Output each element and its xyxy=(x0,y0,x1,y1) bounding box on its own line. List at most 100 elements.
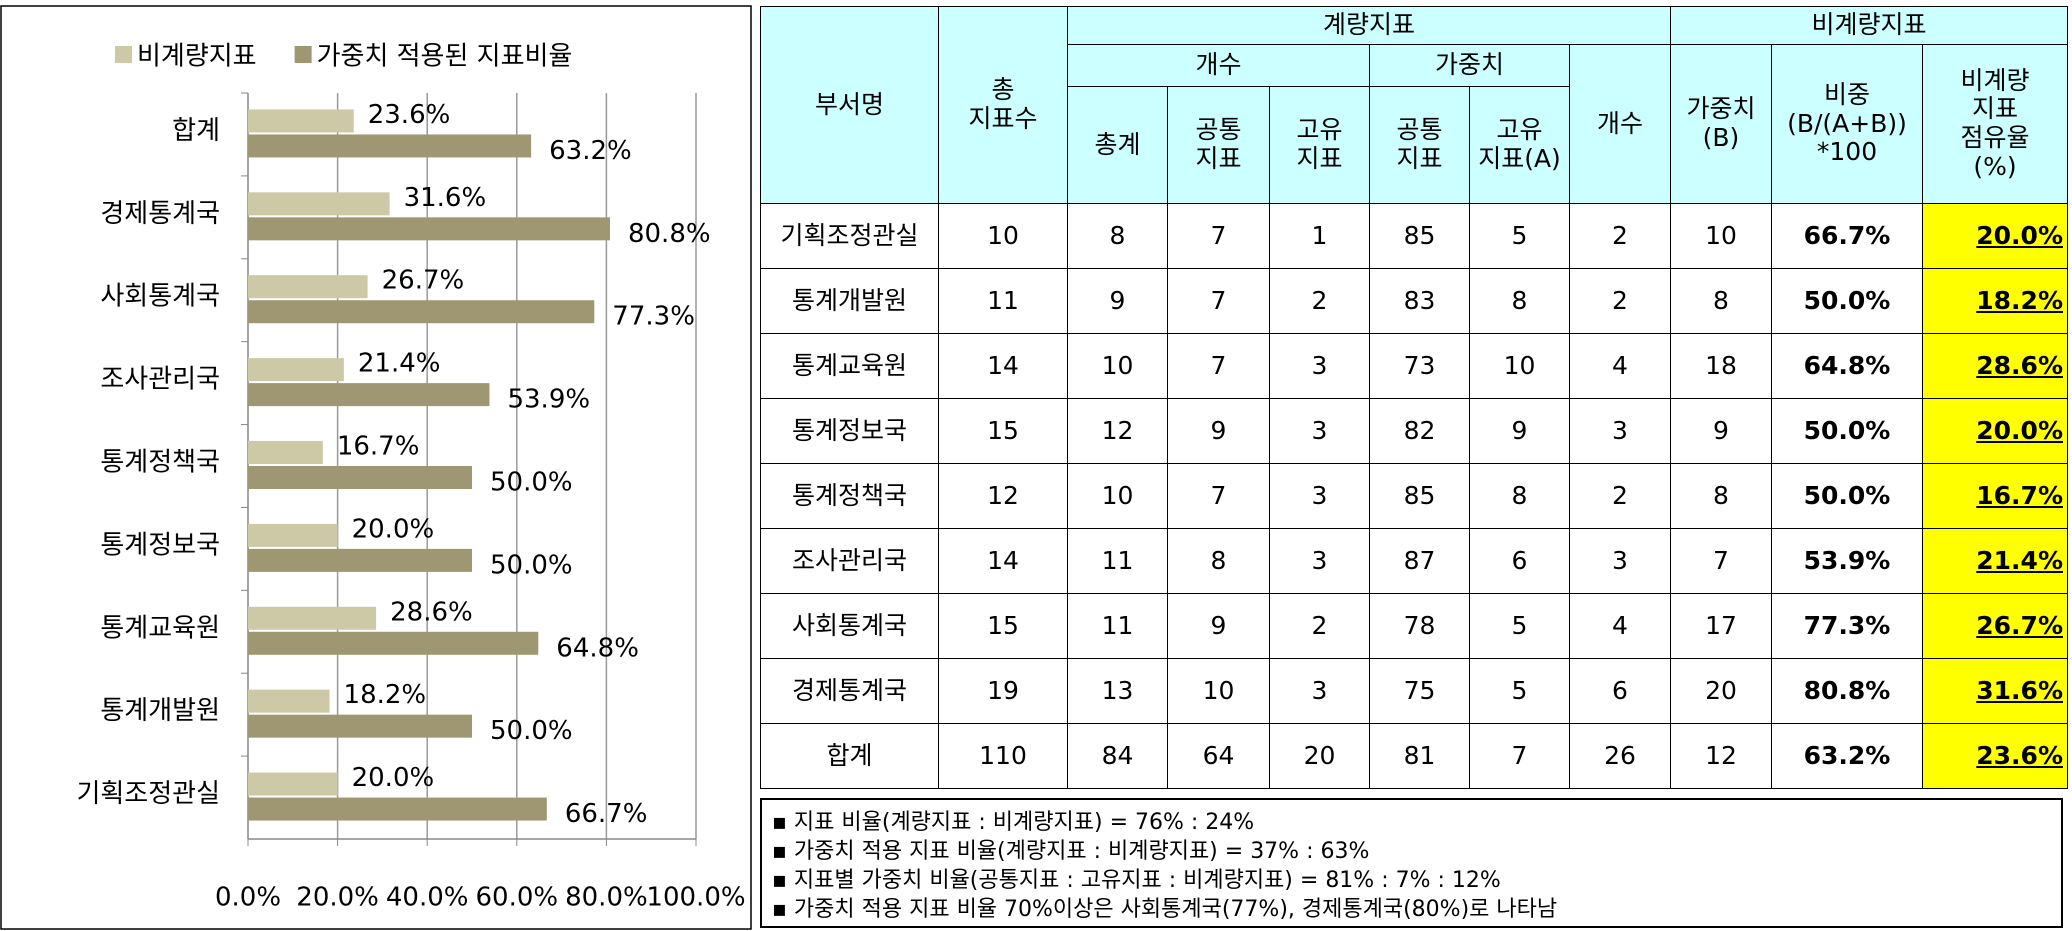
table-cell: 합계 xyxy=(760,723,939,789)
table-cell: 4 xyxy=(1569,593,1671,659)
y-tick-label: 통계정책국 xyxy=(100,448,220,478)
y-tick-label: 경제통계국 xyxy=(100,199,220,229)
data-label: 28.6% xyxy=(390,597,473,627)
table-cell: 비계량 지표 점유율 (%) xyxy=(1922,44,2068,204)
table-cell: 통계정보국 xyxy=(760,398,939,464)
note: ▪ 가중치 적용 지표 비율 70%이상은 사회통계국(77%), 경제통계국(… xyxy=(772,897,1558,922)
table-cell: 85 xyxy=(1369,203,1470,269)
table-cell: 20 xyxy=(1269,723,1370,789)
table-cell: 15 xyxy=(938,593,1068,659)
data-label: 77.3% xyxy=(612,302,695,332)
table: 부서명 총 지표수 계량지표 비계량지표 개수 가중치 개수 가중치 (B) 비중 (B/(A+… xyxy=(760,6,2068,789)
table-cell: 9 xyxy=(1469,398,1570,464)
y-tick-label: 기획조정관실 xyxy=(76,779,220,809)
table-cell: 7 xyxy=(1167,203,1270,269)
table-cell: 비계량지표 xyxy=(1670,6,2068,45)
bar xyxy=(248,714,472,738)
table-row: 합계 110 84 64 20 81 7 26 12 63.2% 23.6% xyxy=(760,723,2068,789)
table-cell: 3 xyxy=(1269,658,1370,724)
table-cell: 2 xyxy=(1269,593,1370,659)
table-cell: 16.7% xyxy=(1922,463,2068,529)
table-cell: 11 xyxy=(1067,593,1168,659)
data-label: 20.0% xyxy=(352,763,435,793)
table-cell: 78 xyxy=(1369,593,1470,659)
table-cell: 9 xyxy=(1670,398,1772,464)
table-cell: 21.4% xyxy=(1922,528,2068,594)
header-row: 총계 공통 지표 고유 지표 공통 지표 고유 지표(A) xyxy=(761,86,2068,204)
table-cell: 18 xyxy=(1670,333,1772,399)
table-cell: 83 xyxy=(1369,268,1470,334)
table-cell: 20 xyxy=(1670,658,1772,724)
legend-swatch xyxy=(115,46,132,63)
y-tick-label: 조사관리국 xyxy=(100,365,220,395)
table-cell: 87 xyxy=(1369,528,1470,594)
table-cell: 사회통계국 xyxy=(760,593,939,659)
table-cell: 7 xyxy=(1167,463,1270,529)
data-label: 80.8% xyxy=(628,219,711,249)
table-cell: 10 xyxy=(1067,333,1168,399)
table-row: 통계개발원 11 9 7 2 83 8 2 8 50.0% 18.2% xyxy=(760,268,2068,334)
table-cell: 20.0% xyxy=(1922,398,2068,464)
bar xyxy=(248,689,330,713)
bar xyxy=(248,772,338,796)
table-cell: 80.8% xyxy=(1771,658,1923,724)
x-tick-label: 40.0% xyxy=(386,883,469,913)
table-cell: 가중치 xyxy=(1369,44,1570,87)
table-cell: 11 xyxy=(938,268,1068,334)
table-cell: 64.8% xyxy=(1771,333,1923,399)
table-cell: 66.7% xyxy=(1771,203,1923,269)
header-row: 개수 가중치 개수 가중치 (B) 비중 (B/(A+B)) *100 비계량 지표 점유… xyxy=(761,44,2068,204)
table-cell: 비중 (B/(A+B)) *100 xyxy=(1771,44,1923,204)
table-cell: 6 xyxy=(1469,528,1570,594)
bar xyxy=(248,441,323,464)
table-cell: 8 xyxy=(1469,268,1570,334)
table-cell: 3 xyxy=(1269,463,1370,529)
legend-label: 비계량지표 xyxy=(137,42,257,72)
table-cell: 8 xyxy=(1167,528,1270,594)
data-label: 23.6% xyxy=(368,100,451,130)
table-cell: 계량지표 xyxy=(1067,6,1671,45)
table-cell: 통계개발원 xyxy=(760,268,939,334)
data-label: 31.6% xyxy=(404,183,487,213)
table-cell: 9 xyxy=(1167,398,1270,464)
table-cell: 고유 지표(A) xyxy=(1469,86,1570,204)
data-label: 64.8% xyxy=(556,633,639,663)
table-cell: 1 xyxy=(1269,203,1370,269)
table-row: 사회통계국 15 11 9 2 78 5 4 17 77.3% 26.7% xyxy=(760,593,2068,659)
table-cell: 81 xyxy=(1369,723,1470,789)
table-cell: 50.0% xyxy=(1771,398,1923,464)
table-cell: 10 xyxy=(938,203,1068,269)
table-cell: 28.6% xyxy=(1922,333,2068,399)
table-row: 통계정책국 12 10 7 3 85 8 2 8 50.0% 16.7% xyxy=(760,463,2068,529)
table-cell: 23.6% xyxy=(1922,723,2068,789)
table-cell: 11 xyxy=(1067,528,1168,594)
table-cell: 18.2% xyxy=(1922,268,2068,334)
table-cell: 85 xyxy=(1369,463,1470,529)
table-cell: 7 xyxy=(1167,268,1270,334)
table-cell: 10 xyxy=(1670,203,1772,269)
table-cell: 개수 xyxy=(1569,44,1671,204)
table-cell: 10 xyxy=(1067,463,1168,529)
data-label: 16.7% xyxy=(337,432,420,462)
table-cell: 12 xyxy=(1670,723,1772,789)
bar xyxy=(248,466,472,489)
table-cell: 3 xyxy=(1269,333,1370,399)
table-cell: 64 xyxy=(1167,723,1270,789)
bar xyxy=(248,797,547,821)
table-cell: 경제통계국 xyxy=(760,658,939,724)
chart-border xyxy=(0,5,752,930)
y-tick-label: 통계교육원 xyxy=(100,613,220,643)
legend-label: 가중치 적용된 지표비율 xyxy=(317,42,573,72)
data-label: 50.0% xyxy=(490,468,573,498)
data-label: 26.7% xyxy=(382,266,465,296)
data-label: 50.0% xyxy=(490,550,573,580)
x-tick-label: 100.0% xyxy=(646,883,745,913)
note: ▪ 지표 비율(계량지표 : 비계량지표) = 76% : 24% xyxy=(772,810,1255,835)
legend-swatch xyxy=(294,46,312,63)
table-cell: 73 xyxy=(1369,333,1470,399)
table-cell: 부서명 xyxy=(760,6,939,204)
table-cell: 50.0% xyxy=(1771,463,1923,529)
table-cell: 63.2% xyxy=(1771,723,1923,789)
bar xyxy=(248,134,532,158)
table-cell: 31.6% xyxy=(1922,658,2068,724)
